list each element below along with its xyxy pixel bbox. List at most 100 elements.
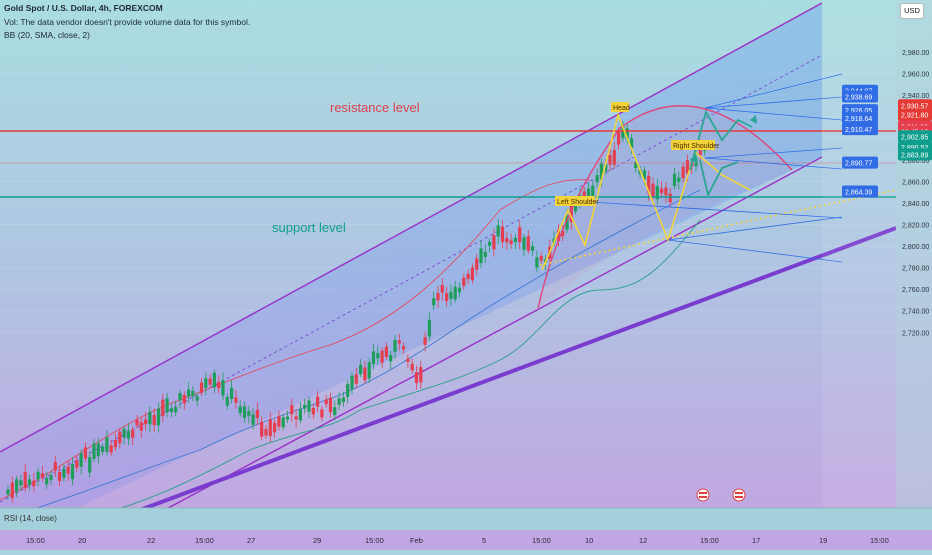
candle bbox=[169, 403, 173, 418]
y-tick-label: 2,820.00 bbox=[902, 222, 929, 229]
candle bbox=[161, 393, 165, 423]
x-tick-label: 15:00 bbox=[195, 536, 214, 545]
candle bbox=[212, 369, 216, 394]
candle bbox=[316, 390, 320, 413]
candle bbox=[522, 233, 526, 257]
y-tick-label: 2,720.00 bbox=[902, 330, 929, 337]
candle bbox=[651, 177, 655, 200]
candle bbox=[526, 229, 530, 254]
candle bbox=[363, 360, 367, 384]
candle bbox=[475, 253, 479, 276]
candle bbox=[488, 238, 492, 252]
candle bbox=[341, 391, 345, 408]
candle bbox=[105, 430, 109, 456]
candle bbox=[273, 418, 277, 438]
svg-text:2,930.57: 2,930.57 bbox=[901, 103, 928, 110]
svg-text:2,890.77: 2,890.77 bbox=[845, 161, 872, 168]
candle bbox=[371, 344, 376, 370]
candle bbox=[148, 406, 152, 433]
x-tick-label: 12 bbox=[639, 536, 647, 545]
price-tag: 2,921.80 bbox=[898, 108, 932, 121]
candle bbox=[612, 142, 616, 169]
candle bbox=[664, 182, 668, 203]
candle bbox=[208, 373, 212, 388]
candle bbox=[281, 414, 285, 431]
svg-text:2,921.80: 2,921.80 bbox=[901, 113, 928, 120]
candle bbox=[500, 220, 505, 249]
x-tick-label: 19 bbox=[819, 536, 827, 545]
candle bbox=[96, 437, 100, 464]
support-label: support level bbox=[272, 220, 346, 235]
time-axis[interactable] bbox=[0, 530, 932, 550]
candle bbox=[156, 402, 161, 433]
price-tag: 2,883.89 bbox=[898, 148, 932, 161]
flag-event-icon-2[interactable] bbox=[732, 488, 746, 502]
candle bbox=[230, 380, 234, 404]
bb-indicator-label[interactable]: BB (20, SMA, close, 2) bbox=[4, 30, 90, 40]
x-tick-label: 29 bbox=[313, 536, 321, 545]
y-tick-label: 2,840.00 bbox=[902, 201, 929, 208]
candle bbox=[333, 400, 337, 421]
x-tick-label: 15:00 bbox=[26, 536, 45, 545]
rsi-label[interactable]: RSI (14, close) bbox=[4, 514, 57, 523]
price-scale[interactable] bbox=[896, 0, 932, 508]
projection-path-up bbox=[689, 109, 753, 171]
candle bbox=[118, 428, 122, 449]
symbol-title[interactable]: Gold Spot / U.S. Dollar, 4h, FOREXCOM bbox=[4, 3, 163, 13]
flag-event-icon-1[interactable] bbox=[696, 488, 710, 502]
channel-upper-line bbox=[0, 2, 823, 453]
candle bbox=[49, 470, 53, 486]
candle bbox=[427, 312, 431, 341]
x-tick-label: 15:00 bbox=[870, 536, 889, 545]
volume-note: Vol: The data vendor doesn't provide vol… bbox=[4, 17, 251, 27]
candle bbox=[509, 233, 513, 249]
price-tag: 2,938.69 bbox=[842, 90, 878, 103]
candle bbox=[15, 475, 19, 497]
candle bbox=[101, 443, 105, 456]
candle bbox=[432, 291, 436, 311]
candle bbox=[247, 406, 251, 423]
candle bbox=[436, 285, 440, 309]
projection-arrow-up bbox=[750, 115, 757, 124]
candle bbox=[294, 409, 298, 428]
candle bbox=[672, 168, 677, 190]
currency-button[interactable]: USD bbox=[900, 3, 924, 19]
right-shoulder-tag-bg bbox=[671, 140, 715, 150]
candle bbox=[350, 372, 354, 395]
candle bbox=[285, 410, 290, 424]
candle bbox=[19, 474, 23, 491]
candle bbox=[113, 433, 118, 451]
candle bbox=[492, 228, 496, 257]
candle bbox=[655, 178, 659, 205]
candle bbox=[303, 398, 307, 414]
candle bbox=[346, 379, 350, 404]
rsi-pane[interactable] bbox=[0, 508, 932, 530]
bb-basis bbox=[35, 189, 701, 508]
head-shoulders-zigzag bbox=[541, 112, 751, 271]
candle bbox=[518, 220, 522, 250]
candle bbox=[152, 408, 156, 432]
candle bbox=[423, 331, 427, 352]
candle bbox=[187, 382, 191, 403]
candle bbox=[268, 412, 272, 443]
candle bbox=[393, 334, 397, 360]
candle bbox=[419, 360, 423, 389]
future-region bbox=[822, 0, 896, 508]
candle bbox=[217, 375, 221, 394]
candle bbox=[135, 415, 139, 429]
candle bbox=[40, 465, 44, 482]
candle bbox=[647, 170, 651, 201]
price-tag: 2,918.64 bbox=[842, 112, 878, 125]
candle bbox=[320, 406, 324, 422]
left-shoulder-tag: Left Shoulder bbox=[557, 199, 599, 206]
candle bbox=[457, 282, 462, 298]
svg-text:2,864.39: 2,864.39 bbox=[845, 189, 872, 196]
y-tick-label: 2,800.00 bbox=[902, 244, 929, 251]
candle bbox=[199, 377, 204, 396]
candle bbox=[496, 218, 500, 245]
candle bbox=[311, 404, 315, 420]
svg-text:2,938.69: 2,938.69 bbox=[845, 95, 872, 102]
x-tick-label: 15:00 bbox=[365, 536, 384, 545]
